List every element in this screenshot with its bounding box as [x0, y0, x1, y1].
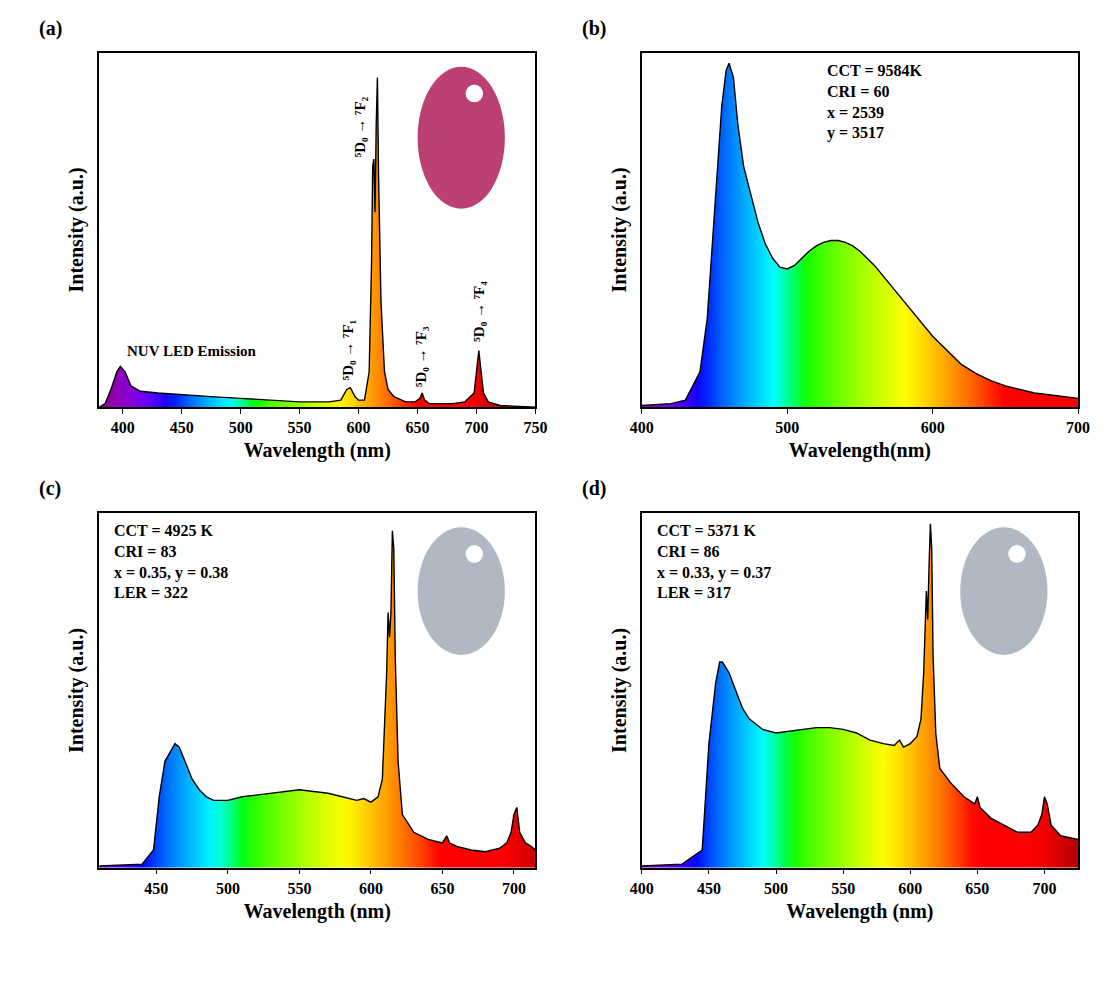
svg-text:450: 450 [697, 880, 721, 897]
svg-text:600: 600 [347, 419, 371, 436]
svg-text:550: 550 [287, 880, 311, 897]
svg-text:(d): (d) [582, 477, 606, 500]
svg-text:⁵D₀ → ⁷F₁: ⁵D₀ → ⁷F₁ [340, 320, 356, 380]
svg-text:⁵D₀ → ⁷F₃: ⁵D₀ → ⁷F₃ [413, 326, 429, 387]
svg-text:650: 650 [430, 880, 454, 897]
svg-text:550: 550 [288, 419, 312, 436]
svg-text:CCT = 5371 KCRI = 86x = 0.33,: CCT = 5371 KCRI = 86x = 0.33, y = 0.37LE… [657, 522, 771, 601]
svg-text:500: 500 [764, 880, 788, 897]
svg-text:500: 500 [216, 880, 240, 897]
svg-text:650: 650 [406, 419, 430, 436]
svg-text:700: 700 [502, 880, 526, 897]
svg-text:700: 700 [1066, 419, 1090, 436]
svg-text:600: 600 [359, 880, 383, 897]
svg-text:(b): (b) [582, 17, 606, 40]
svg-text:600: 600 [921, 419, 945, 436]
svg-text:Wavelength (nm): Wavelength (nm) [786, 900, 933, 923]
svg-text:500: 500 [775, 419, 799, 436]
svg-text:400: 400 [111, 419, 135, 436]
svg-text:Wavelength (nm): Wavelength (nm) [244, 900, 391, 923]
svg-text:450: 450 [144, 880, 168, 897]
svg-text:NUV LED Emission: NUV LED Emission [127, 343, 257, 359]
svg-text:Intensity (a.u.): Intensity (a.u.) [608, 628, 631, 753]
svg-text:⁵D₀ → ⁷F₄: ⁵D₀ → ⁷F₄ [471, 281, 487, 342]
svg-text:CCT = 9584KCRI = 60x = 2539y =: CCT = 9584KCRI = 60x = 2539y = 3517 [827, 62, 923, 142]
svg-text:Wavelength (nm): Wavelength (nm) [244, 439, 391, 462]
svg-text:⁵D₀ → ⁷F₂: ⁵D₀ → ⁷F₂ [352, 96, 368, 157]
svg-text:700: 700 [1032, 880, 1056, 897]
svg-text:(a): (a) [39, 17, 62, 40]
svg-text:750: 750 [523, 419, 547, 436]
svg-text:Wavelength(nm): Wavelength(nm) [789, 439, 931, 462]
svg-text:500: 500 [229, 419, 253, 436]
svg-text:(c): (c) [39, 477, 61, 500]
svg-text:400: 400 [630, 419, 654, 436]
svg-text:550: 550 [831, 880, 855, 897]
svg-text:Intensity (a.u.): Intensity (a.u.) [65, 167, 88, 292]
svg-text:400: 400 [630, 880, 654, 897]
svg-text:Intensity (a.u.): Intensity (a.u.) [608, 167, 631, 292]
svg-text:650: 650 [965, 880, 989, 897]
svg-text:700: 700 [464, 419, 488, 436]
svg-text:450: 450 [170, 419, 194, 436]
svg-text:Intensity (a.u.): Intensity (a.u.) [65, 628, 88, 753]
svg-text:CCT = 4925 KCRI = 83x = 0.35,: CCT = 4925 KCRI = 83x = 0.35, y = 0.38LE… [114, 522, 228, 601]
svg-text:600: 600 [898, 880, 922, 897]
